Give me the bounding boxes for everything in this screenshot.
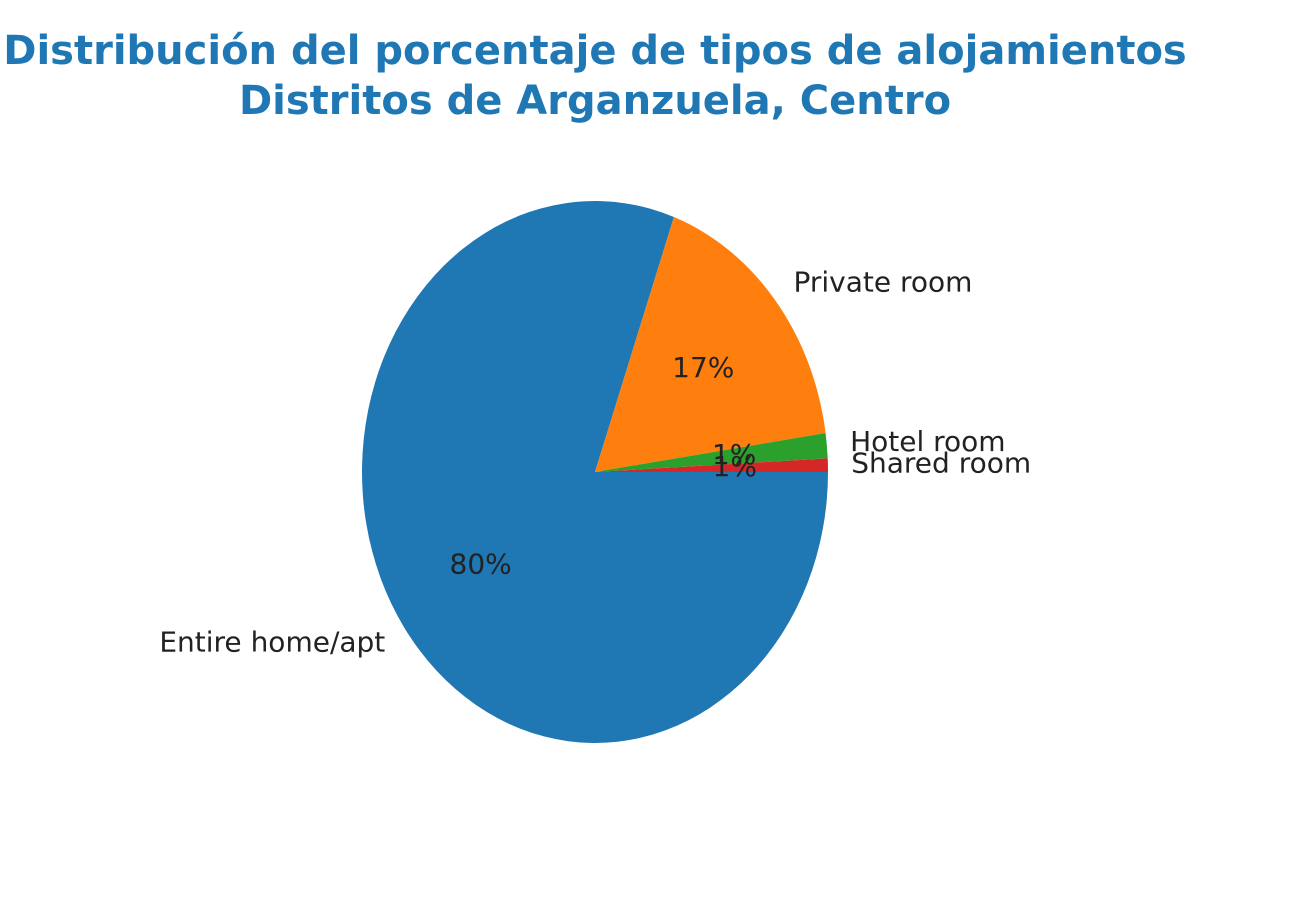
chart-title: Distribución del porcentaje de tipos de … [0, 26, 1190, 126]
chart-title-line-2: Distritos de Arganzuela, Centro [238, 78, 952, 124]
slice-percent-entire-home-apt: 80% [450, 547, 512, 580]
pie-slice-private-room [595, 217, 826, 472]
pie-slice-hotel-room [595, 432, 828, 472]
slice-label-private-room: Private room [794, 265, 973, 298]
pie-slice-shared-room [595, 458, 828, 472]
pie-slices [361, 200, 828, 743]
pie-labels: Entire home/apt 80% Private room 17% Hotel r… [159, 265, 1031, 658]
slice-percent-private-room: 17% [672, 351, 734, 384]
chart-title-line-1: Distribución del porcentaje de tipos de … [3, 28, 1187, 74]
slice-label-shared-room: Shared room [851, 447, 1031, 480]
slice-percent-shared-room: 1% [713, 450, 757, 483]
slice-label-entire-home-apt: Entire home/apt [159, 625, 385, 658]
slice-percent-hotel-room: 1% [712, 438, 756, 471]
pie-slice-entire-home-apt [361, 200, 828, 743]
slice-label-hotel-room: Hotel room [850, 425, 1006, 458]
